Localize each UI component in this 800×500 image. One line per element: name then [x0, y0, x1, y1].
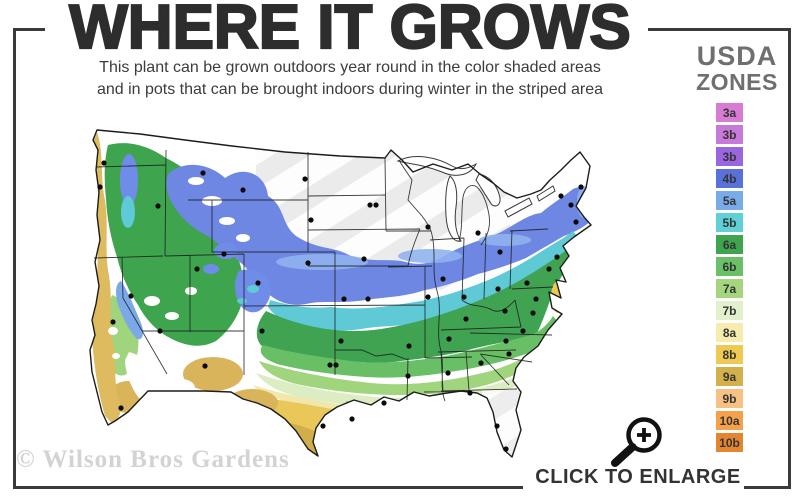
lake-erie-shape — [504, 197, 533, 218]
frame-bottom-right-run — [744, 486, 791, 489]
lake-huron-shape — [475, 173, 501, 207]
zone-chip-8a: 8a — [716, 323, 743, 342]
zone-chip-5a: 5a — [716, 191, 743, 210]
magnifier-plus-icon[interactable] — [602, 414, 664, 470]
legend-title-zones: ZONES — [696, 69, 778, 95]
zone-chip-4b: 4b — [716, 169, 743, 188]
zone-chip-6b: 6b — [716, 257, 743, 276]
frame-bottom-left-run — [13, 486, 523, 489]
zone-chip-10b: 10b — [716, 433, 743, 452]
subtitle-line-2: and in pots that can be brought indoors … — [96, 80, 604, 98]
state-borders — [93, 149, 554, 402]
lake-michigan-shape — [445, 175, 462, 242]
legend-title: USDA ZONES — [682, 42, 792, 94]
zone-chip-10a: 10a — [716, 411, 743, 430]
frame-top-right-run — [648, 28, 791, 31]
zone-chip-7b: 7b — [716, 301, 743, 320]
zone-shading-layers — [90, 130, 591, 457]
watermark: © Wilson Bros Gardens — [16, 446, 290, 473]
subtitle: This plant can be grown outdoors year ro… — [40, 57, 660, 100]
zone-chip-8b: 8b — [716, 345, 743, 364]
zone-chip-9a: 9a — [716, 367, 743, 386]
lake-ontario-shape — [536, 185, 556, 202]
great-lakes — [396, 156, 556, 242]
zone-chip-3b: 3b — [716, 147, 743, 166]
zone-chip-6a: 6a — [716, 235, 743, 254]
subtitle-line-1: This plant can be grown outdoors year ro… — [99, 59, 601, 76]
zone-chip-3b: 3b — [716, 125, 743, 144]
city-marker-dots — [97, 160, 584, 452]
zone-chip-7a: 7a — [716, 279, 743, 298]
usa-zone-map[interactable] — [78, 108, 682, 476]
frame-right-border — [788, 28, 791, 489]
legend-title-usda: USDA — [696, 41, 778, 71]
page-title: WHERE IT GROWS — [68, 0, 632, 62]
zone-chip-9b: 9b — [716, 389, 743, 408]
zone-chip-5b: 5b — [716, 213, 743, 232]
zone-chip-3a: 3a — [716, 103, 743, 122]
click-to-enlarge-label[interactable]: CLICK TO ENLARGE — [535, 466, 741, 488]
frame-left-border — [13, 28, 16, 489]
usa-outline — [89, 129, 592, 458]
zones-legend-list: 3a 3b 3b 4b 5a 5b 6a 6b 7a 7b 8a 8b 9a 9b 10a 10b — [716, 103, 743, 455]
frame-top-left-dash — [13, 28, 45, 31]
